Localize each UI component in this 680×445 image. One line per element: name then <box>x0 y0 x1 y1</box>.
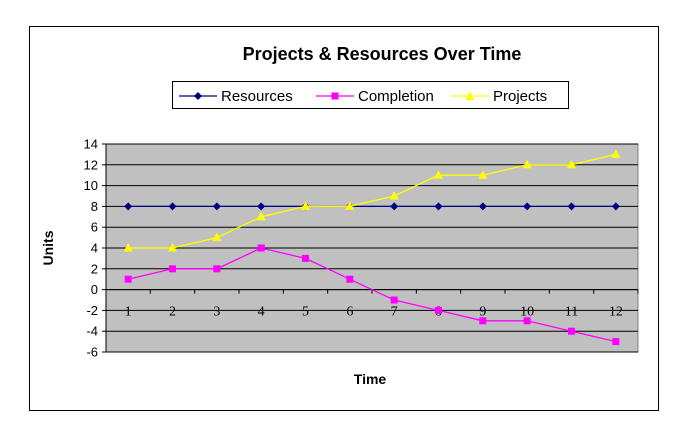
legend-item-projects: Projects <box>451 86 547 106</box>
data-point-completion <box>612 338 620 346</box>
x-tick-label: 1 <box>125 305 132 320</box>
data-point-resources <box>611 202 620 211</box>
data-point-completion <box>257 244 265 252</box>
data-point-projects <box>478 170 488 179</box>
data-point-resources <box>523 202 532 211</box>
legend-label-completion: Completion <box>358 87 434 105</box>
data-point-projects <box>212 232 222 242</box>
data-point-projects <box>256 211 266 221</box>
y-tick-label: 10 <box>84 178 98 193</box>
data-point-resources <box>434 202 443 211</box>
y-tick-label: 12 <box>84 157 98 172</box>
data-point-completion <box>523 317 531 325</box>
data-point-resources <box>257 202 266 211</box>
x-tick-label: 12 <box>609 305 623 320</box>
legend-label-projects: Projects <box>493 87 548 105</box>
chart-title: Projects & Resources Over Time <box>242 44 522 64</box>
data-point-projects <box>611 149 621 158</box>
data-point-completion <box>435 306 442 314</box>
y-tick-label: 14 <box>84 137 98 152</box>
data-point-completion <box>568 327 575 335</box>
x-tick-label: 6 <box>346 305 353 320</box>
data-point-resources <box>212 202 221 211</box>
data-point-projects <box>168 243 177 252</box>
data-point-completion <box>302 254 309 262</box>
data-point-completion <box>346 275 354 283</box>
data-point-completion <box>213 265 221 273</box>
x-tick-label: 10 <box>520 305 534 320</box>
data-point-projects <box>567 159 576 169</box>
data-point-completion <box>390 296 398 304</box>
square-marker-icon <box>316 92 354 100</box>
data-point-projects <box>522 159 532 169</box>
data-point-projects <box>301 201 310 210</box>
x-tick-label: 5 <box>302 305 309 320</box>
y-axis-label: Units <box>40 230 56 266</box>
triangle-marker-icon <box>451 91 489 100</box>
data-point-completion <box>124 275 132 283</box>
y-tick-label: 0 <box>91 282 98 297</box>
x-tick-label: 2 <box>169 305 176 320</box>
x-tick-label: 11 <box>565 305 578 320</box>
diamond-marker-icon <box>179 92 217 100</box>
y-tick-label: 8 <box>91 199 98 214</box>
data-point-resources <box>124 202 133 211</box>
data-point-projects <box>123 243 133 252</box>
data-point-resources <box>390 202 399 211</box>
x-tick-label: 3 <box>213 305 220 320</box>
x-tick-label: 7 <box>391 305 398 320</box>
y-tick-label: -2 <box>86 303 98 318</box>
data-point-projects <box>434 170 443 179</box>
y-tick-label: 2 <box>91 261 98 276</box>
data-point-resources <box>567 202 576 211</box>
legend-label-resources: Resources <box>221 87 293 105</box>
legend-item-resources: Resources <box>179 86 293 106</box>
legend: Resources Completion Projects <box>172 81 569 109</box>
x-axis-label: Time <box>353 371 387 387</box>
x-tick-label: 4 <box>258 305 265 320</box>
series-line-completion <box>128 247 616 343</box>
data-point-completion <box>169 265 176 273</box>
legend-item-completion: Completion <box>316 86 434 106</box>
y-tick-label: -6 <box>86 345 98 360</box>
series-line-projects <box>128 153 616 249</box>
x-tick-label: 9 <box>479 305 486 320</box>
y-tick-label: 4 <box>91 241 98 256</box>
y-tick-label: 6 <box>91 220 98 235</box>
y-tick-label: -4 <box>86 324 98 339</box>
data-point-projects <box>345 201 355 210</box>
data-point-projects <box>389 191 399 200</box>
data-point-resources <box>168 202 177 211</box>
data-point-completion <box>479 317 487 325</box>
data-point-resources <box>478 202 487 211</box>
